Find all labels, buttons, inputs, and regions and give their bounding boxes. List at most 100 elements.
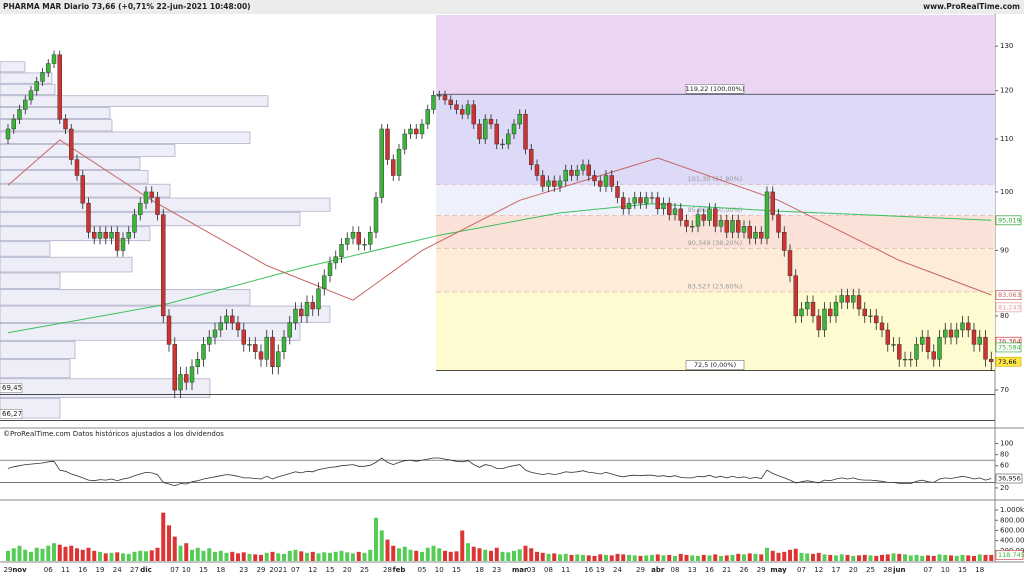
volume-bar [408, 549, 413, 561]
volume-bar [178, 545, 183, 561]
candle-body [902, 359, 908, 361]
candle-body [920, 336, 925, 345]
volume-tick-label: 1.000k [1000, 506, 1024, 514]
candle-body [960, 322, 965, 331]
volume-bar [57, 544, 62, 561]
x-tick-label: 05 [418, 566, 427, 574]
volume-bar [333, 551, 338, 561]
candle-body [396, 148, 402, 176]
volume-profile-bar [0, 272, 61, 289]
volume-bar [23, 549, 28, 561]
fib-label-box [685, 360, 745, 370]
candle-body [57, 54, 62, 120]
price-label: 83,063 [998, 291, 1021, 299]
candle-body [724, 220, 729, 233]
volume-bar [443, 550, 447, 561]
y-tick-label: 90 [1000, 246, 1009, 254]
volume-profile-bar [0, 197, 331, 212]
volume-bar [776, 552, 781, 561]
candle-body [603, 175, 609, 187]
candle-body [465, 104, 471, 115]
volume-bar [46, 545, 51, 561]
volume-bar [155, 547, 160, 561]
volume-bar [483, 549, 488, 561]
volume-bar [546, 553, 551, 561]
volume-bar [989, 554, 994, 561]
volume-bar [339, 550, 344, 561]
candle-body [598, 180, 603, 187]
note: ©ProRealTime.com Datos históricos ajusta… [3, 430, 224, 438]
x-tick-label: 29 [636, 566, 645, 574]
candle-body [310, 301, 315, 310]
candle-body [770, 191, 775, 215]
price-label: 81,243 [998, 303, 1021, 311]
volume-bar [615, 553, 620, 561]
candle-body [529, 148, 534, 166]
volume-bar [385, 539, 390, 561]
candle-body [149, 191, 154, 198]
candle-body [534, 164, 540, 176]
candle-body [86, 202, 91, 233]
x-tick-label: 24 [113, 566, 122, 574]
candle-body [201, 344, 206, 360]
volume-bar [494, 547, 499, 561]
candle-body [442, 95, 448, 101]
x-tick-label: 15 [326, 566, 335, 574]
volume-profile-bar [0, 183, 171, 198]
candle-body [17, 109, 22, 120]
volume-bar [713, 554, 718, 561]
candle-body [80, 175, 85, 204]
candle-body [431, 95, 436, 110]
candle-body [552, 180, 557, 187]
fib-label-box [685, 84, 745, 94]
candle-body [914, 344, 919, 360]
candle-body [408, 128, 413, 135]
volume-profile-bar [0, 288, 251, 306]
candle-body [218, 322, 223, 331]
x-tick-label: dic [140, 566, 152, 574]
x-tick-label: 15 [199, 566, 208, 574]
candle-body [5, 128, 11, 140]
volume-bar [103, 553, 108, 561]
price-label: 95,019 [998, 216, 1021, 224]
volume-bar [920, 555, 925, 561]
fib-zone [436, 15, 995, 95]
x-tick-label: 08 [671, 566, 680, 574]
candle-body [580, 164, 586, 171]
volume-bar [690, 555, 695, 561]
volume-bar [816, 552, 821, 561]
volume-bar [914, 554, 919, 561]
volume-profile-bar [0, 256, 133, 273]
volume-bar [678, 553, 683, 561]
volume-bar [259, 554, 263, 561]
volume-bar [167, 525, 171, 561]
candle-body [805, 301, 810, 310]
volume-bar [17, 545, 22, 561]
x-tick-label: 13 [688, 566, 697, 574]
x-tick-label: 11 [561, 566, 570, 574]
rsi-line [7, 457, 992, 487]
volume-bar [759, 554, 764, 561]
level-label-box [0, 383, 23, 393]
candle-body [477, 123, 482, 140]
candle-body [178, 374, 183, 391]
candle-body [454, 104, 459, 110]
candle-body [672, 208, 678, 215]
candle-body [592, 175, 597, 182]
candle-body [391, 159, 396, 176]
fib-label: 83,527 (23,60%) [688, 282, 743, 290]
volume-bar [972, 555, 976, 561]
candle-body [23, 99, 28, 110]
candle-body [166, 315, 172, 345]
candle-body [695, 214, 701, 227]
x-tick-label: 28 [883, 566, 892, 574]
volume-bar [230, 551, 235, 561]
volume-bar [724, 555, 729, 561]
candle-body [500, 143, 505, 146]
volume-bar [880, 554, 884, 561]
volume-bar [247, 553, 252, 561]
candle-body [235, 322, 241, 331]
candle-body [563, 169, 568, 182]
x-tick-label: 19 [96, 566, 105, 574]
